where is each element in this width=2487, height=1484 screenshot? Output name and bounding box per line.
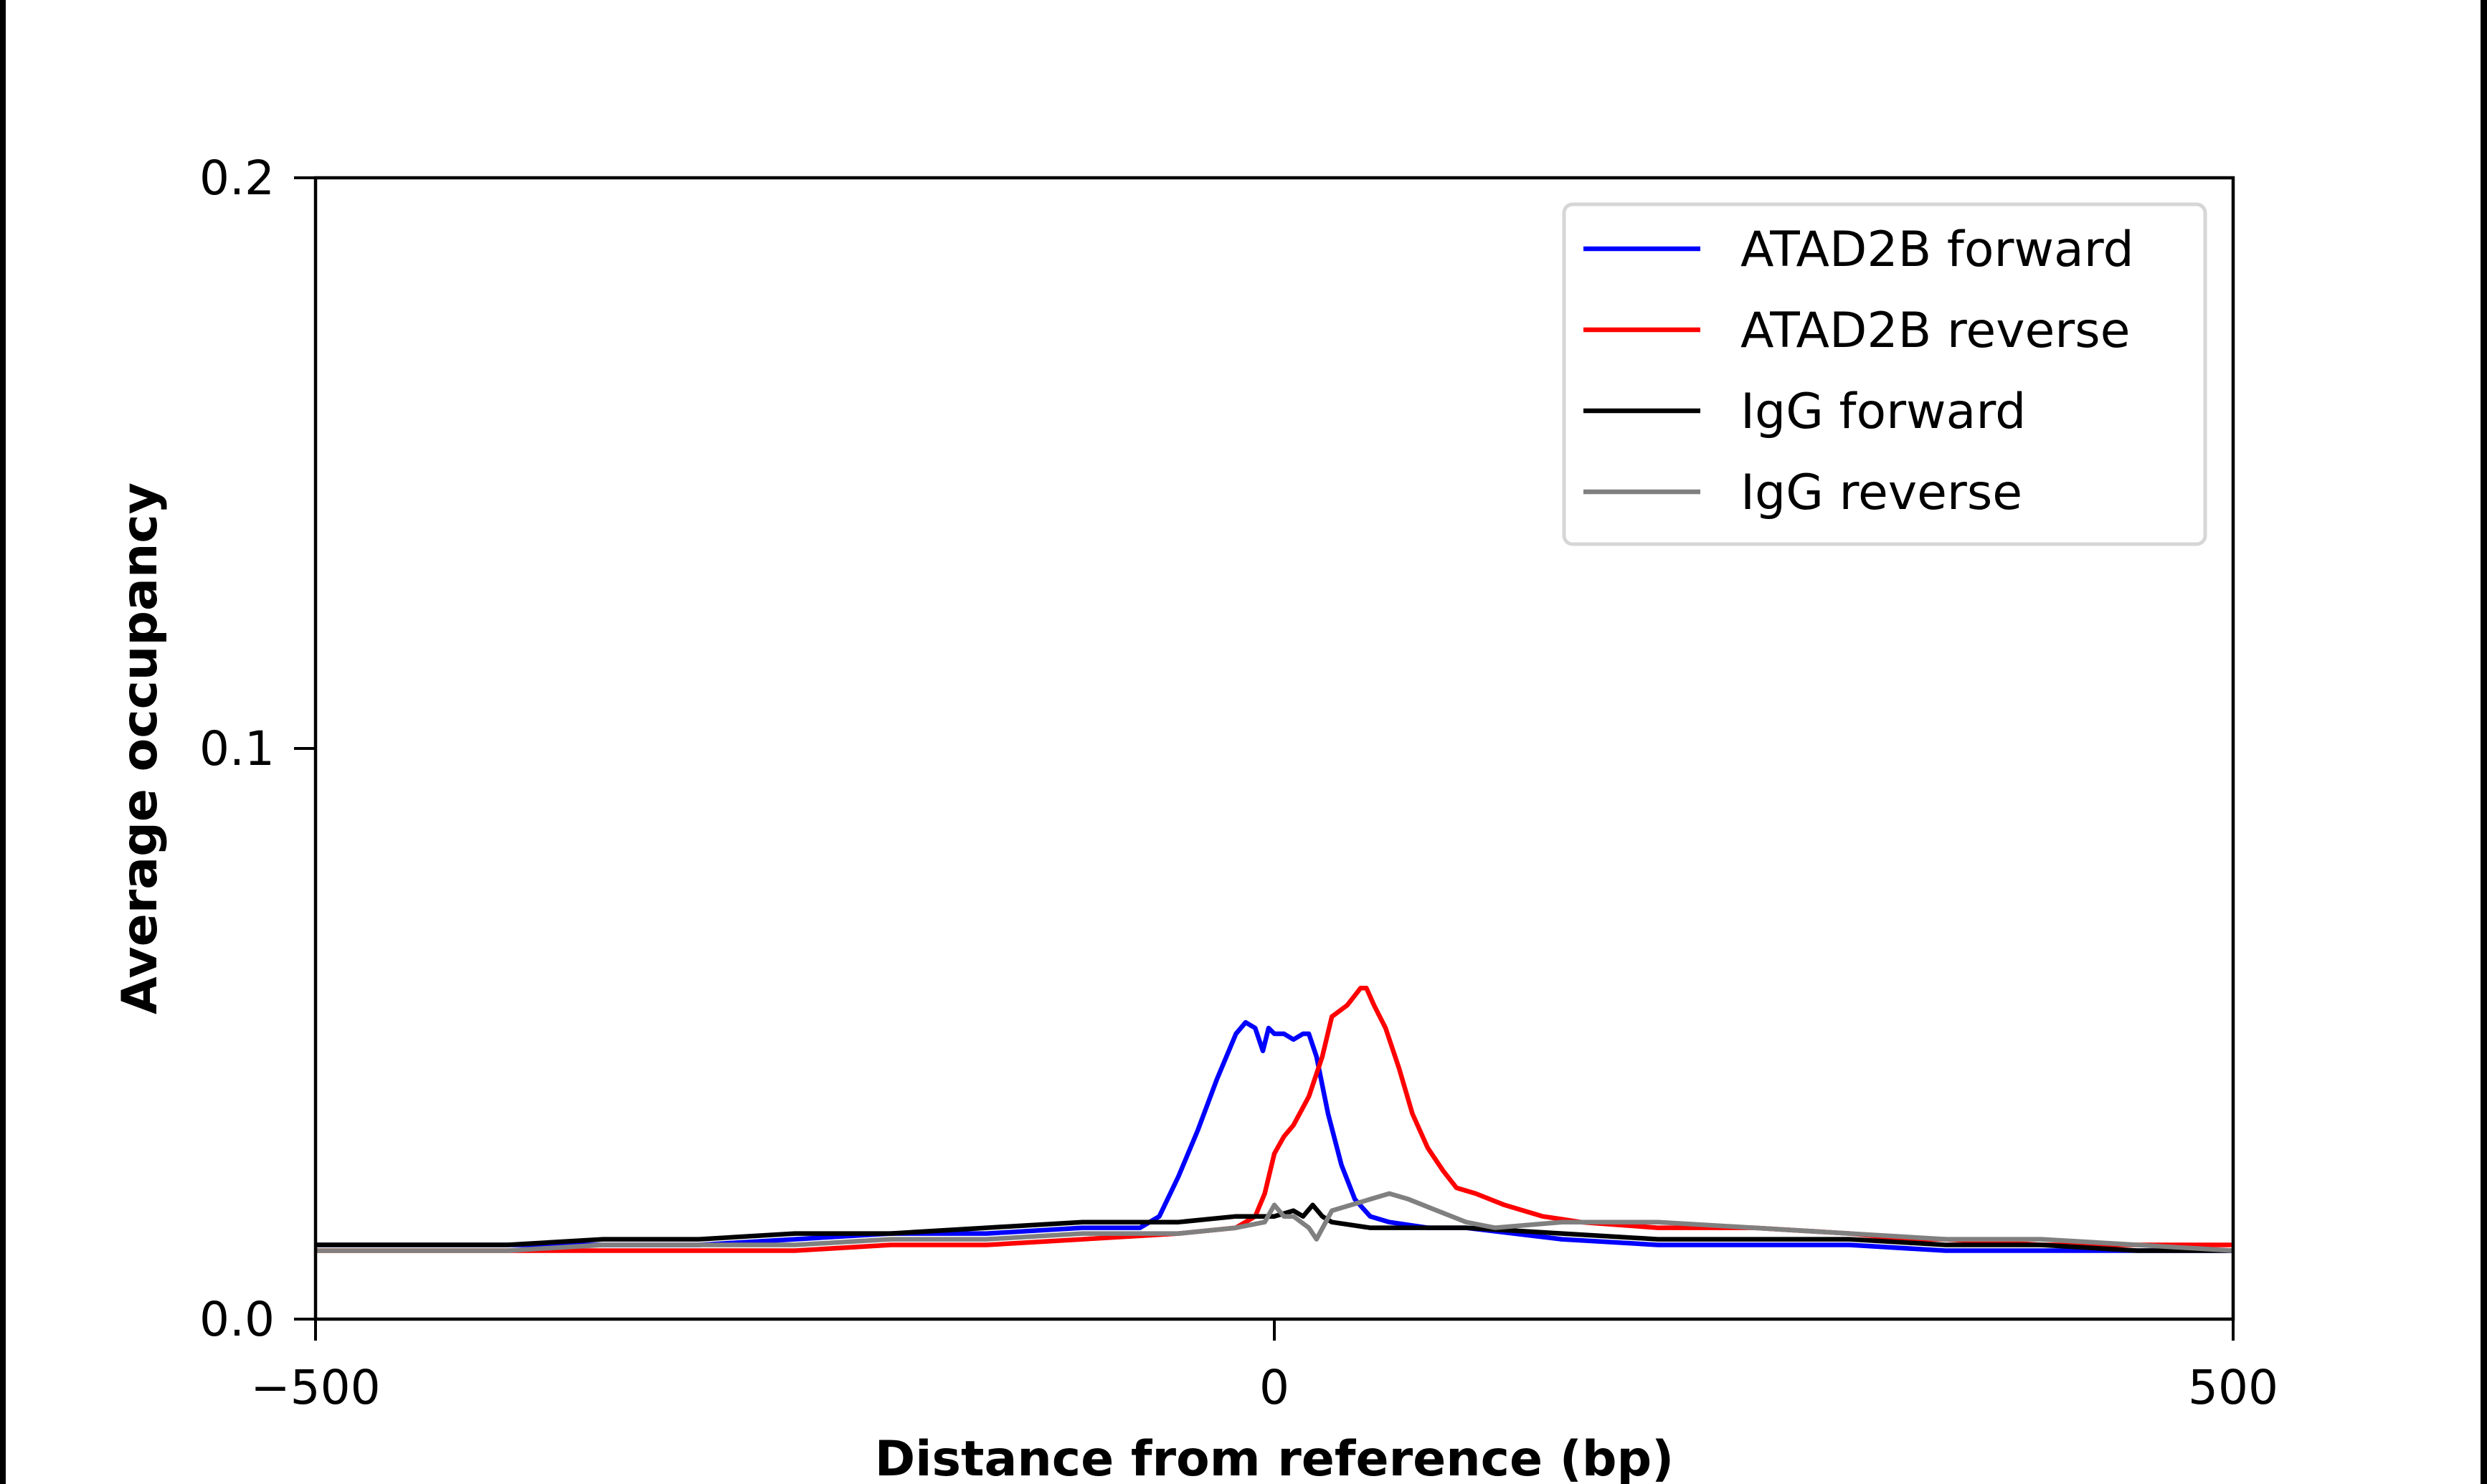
- x-axis-label: Distance from reference (bp): [875, 1431, 1674, 1484]
- legend-box: [1562, 202, 2207, 546]
- x-tick-label: 500: [2188, 1360, 2278, 1415]
- series-line-atad2b-reverse: [316, 986, 2233, 1253]
- x-axis: −500 0 500: [250, 1319, 2278, 1415]
- right-border: [2481, 0, 2487, 1484]
- y-tick-label: 0.2: [199, 151, 275, 206]
- y-tick-label: 0.1: [199, 721, 275, 776]
- series-layer: [316, 986, 2234, 1253]
- y-axis: 0.0 0.1 0.2: [199, 151, 316, 1347]
- left-border: [0, 0, 6, 1484]
- x-tick-label: −500: [250, 1360, 380, 1415]
- legend-label: IgG forward: [1740, 384, 2026, 440]
- legend: ATAD2B forward ATAD2B reverse IgG forward I…: [1562, 202, 2207, 546]
- x-tick-label: 0: [1259, 1360, 1289, 1415]
- legend-label: IgG reverse: [1740, 465, 2022, 521]
- series-line-igg-reverse: [316, 1191, 2234, 1253]
- y-axis-label: Average occupancy: [112, 482, 169, 1014]
- legend-label: ATAD2B reverse: [1740, 303, 2131, 359]
- series-line-igg-forward: [316, 1202, 2233, 1253]
- legend-label: ATAD2B forward: [1740, 222, 2134, 278]
- series-line-atad2b-forward: [316, 1019, 2233, 1253]
- y-tick-label: 0.0: [199, 1292, 275, 1347]
